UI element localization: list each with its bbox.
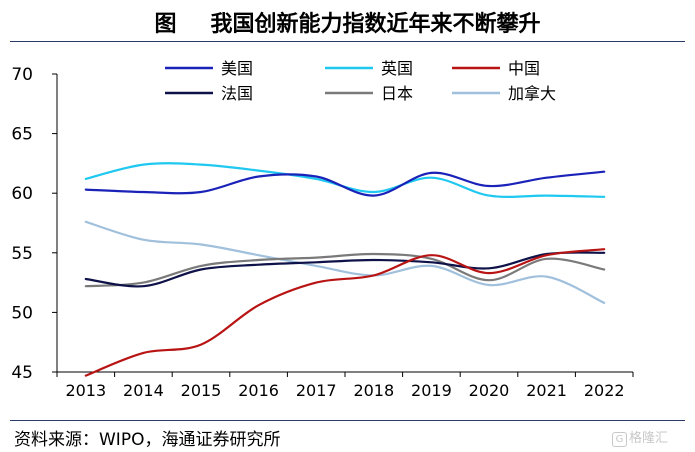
watermark: G 格隆汇 — [612, 427, 668, 447]
x-tick-label: 2016 — [238, 381, 279, 400]
y-tick-label: 70 — [11, 65, 33, 85]
legend-label: 中国 — [508, 59, 540, 78]
x-tick-label: 2014 — [123, 381, 164, 400]
title-rule — [10, 41, 685, 42]
legend-label: 日本 — [381, 84, 413, 103]
y-tick-label: 55 — [11, 244, 33, 264]
series-line — [84, 220, 606, 304]
y-tick-label: 60 — [11, 184, 33, 204]
x-tick-label: 2021 — [526, 381, 567, 400]
x-tick-label: 2017 — [296, 381, 337, 400]
series-line — [84, 248, 606, 377]
x-tick-label: 2015 — [181, 381, 222, 400]
chart-title: 我国创新能力指数近年来不断攀升 — [210, 11, 541, 37]
y-tick-label: 50 — [11, 303, 33, 323]
x-tick-label: 2020 — [469, 381, 510, 400]
series-line — [84, 252, 606, 288]
legend-label: 英国 — [381, 59, 413, 78]
legend-label: 法国 — [221, 84, 253, 103]
x-tick-label: 2018 — [353, 381, 394, 400]
x-tick-label: 2013 — [65, 381, 106, 400]
series-line — [84, 170, 606, 197]
x-tick-label: 2019 — [411, 381, 452, 400]
legend-label: 加拿大 — [508, 84, 556, 103]
source-note: 资料来源：WIPO，海通证券研究所 — [14, 430, 281, 450]
series-line — [84, 251, 606, 288]
x-tick-label: 2022 — [584, 381, 625, 400]
figure-title-row: 图 我国创新能力指数近年来不断攀升 — [0, 6, 695, 38]
watermark-text: 格隆汇 — [629, 431, 669, 446]
y-tick-label: 45 — [11, 363, 33, 383]
figure-label: 图 — [154, 11, 177, 37]
legend-label: 美国 — [221, 59, 253, 78]
bottom-rule — [10, 420, 685, 421]
watermark-logo-icon: G — [612, 432, 627, 447]
y-tick-label: 65 — [11, 125, 33, 145]
